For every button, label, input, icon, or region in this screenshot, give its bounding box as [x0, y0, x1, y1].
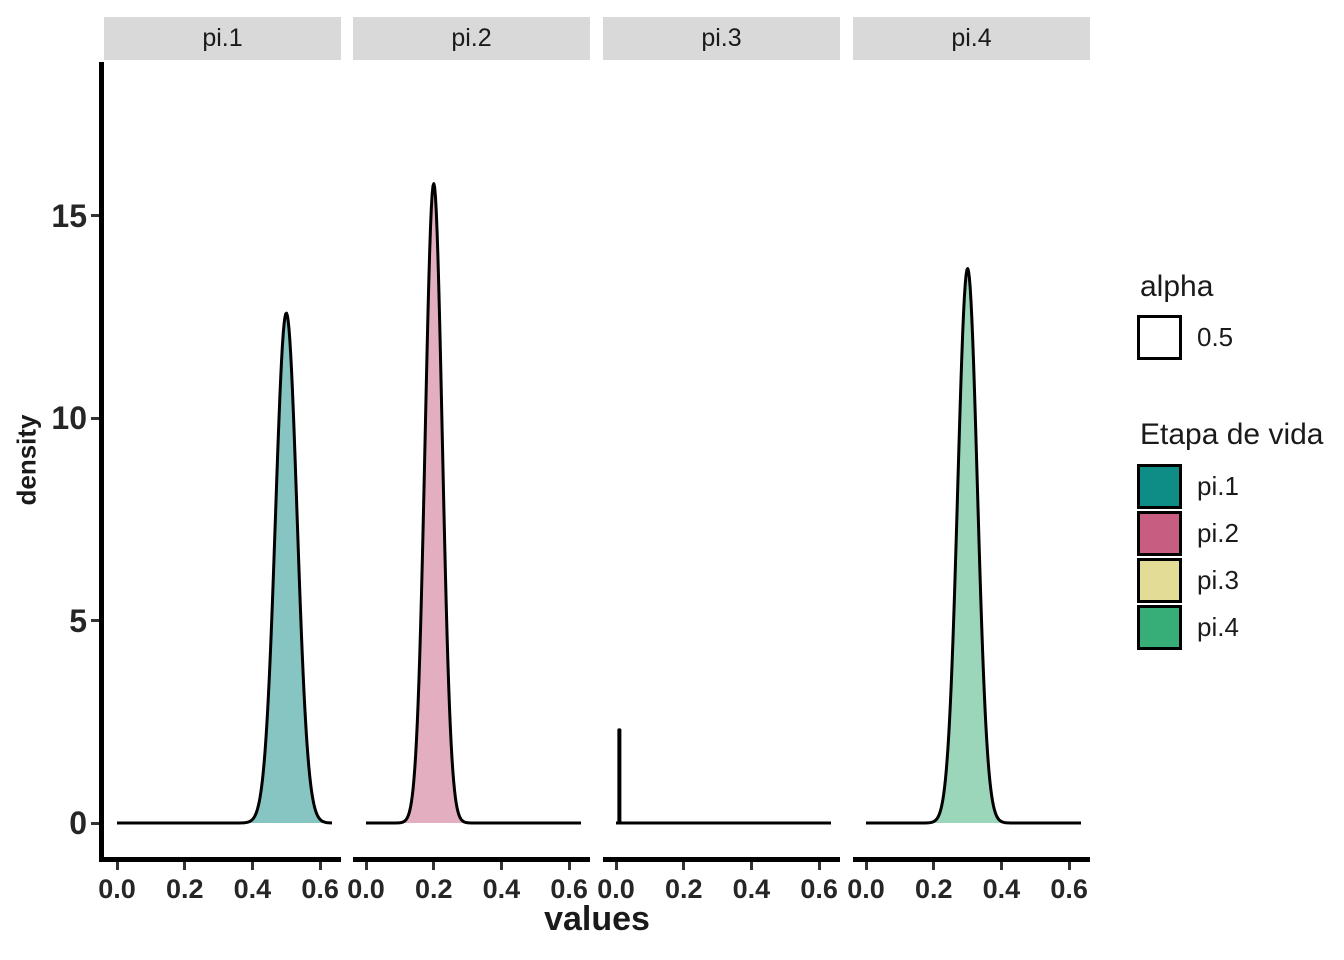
x-tick [499, 862, 503, 870]
x-tick [250, 862, 254, 870]
x-tick [567, 862, 571, 870]
y-tick-label: 0 [69, 805, 87, 841]
y-tick [91, 619, 99, 623]
legend-alpha-title: alpha [1140, 270, 1214, 303]
legend-entry-pi.1: pi.1 [1137, 464, 1239, 509]
legend-entry-label: 0.5 [1197, 322, 1234, 352]
x-tick [817, 862, 821, 870]
x-tick-label: 0.0 [847, 874, 885, 904]
legend-key-swatch [1137, 464, 1182, 509]
x-axis-title: values [544, 900, 650, 938]
y-tick-label: 10 [51, 400, 87, 437]
legend-entry-pi.2: pi.2 [1137, 511, 1239, 556]
x-tick-label: 0.4 [482, 874, 521, 904]
x-tick-label: 0.4 [732, 874, 771, 904]
legend-key-swatch [1137, 315, 1182, 360]
y-tick [91, 821, 99, 825]
x-tick-label: 0.6 [1050, 874, 1088, 904]
x-tick [1067, 862, 1071, 870]
x-tick-label: 0.6 [800, 874, 838, 904]
density-curve-pi.4 [865, 267, 1082, 825]
legend-fill-entries: pi.1 pi.2 pi.3 pi.4 [1137, 464, 1239, 650]
facet-strip-pi.1: pi.1 [104, 17, 341, 60]
x-tick-label: 0.0 [347, 874, 385, 904]
x-tick [318, 862, 322, 870]
density-curve-pi.3 [616, 728, 832, 825]
x-tick-label: 0.2 [165, 874, 204, 904]
x-tick [115, 862, 119, 870]
x-tick-label: 0.6 [301, 874, 339, 904]
legend-entry-0.5: 0.5 [1137, 315, 1233, 360]
x-tick [614, 862, 618, 870]
facet-strip-pi.4: pi.4 [853, 17, 1090, 60]
legend-key-swatch [1137, 605, 1182, 650]
legend-fill-title: Etapa de vida [1140, 418, 1324, 451]
x-axis-line [603, 857, 840, 862]
x-tick [682, 862, 686, 870]
legend-entry-label: pi.2 [1197, 518, 1239, 548]
facet-strip-pi.2: pi.2 [353, 17, 590, 60]
x-tick [432, 862, 436, 870]
x-tick-label: 0.6 [550, 874, 588, 904]
x-tick-label: 0.2 [414, 874, 453, 904]
y-tick [91, 416, 99, 420]
x-tick-label: 0.4 [982, 874, 1021, 904]
x-axis-line [853, 857, 1090, 862]
x-tick-label: 0.0 [98, 874, 136, 904]
legend-key-swatch [1137, 511, 1182, 556]
x-tick-label: 0.0 [597, 874, 635, 904]
legend-entry-pi.3: pi.3 [1137, 558, 1239, 603]
legend-entry-label: pi.1 [1197, 471, 1239, 501]
x-tick [999, 862, 1003, 870]
y-axis-line [99, 62, 104, 862]
facet-strip-label: pi.2 [451, 24, 492, 52]
legend-alpha-entries: 0.5 [1137, 315, 1233, 360]
x-tick [364, 862, 368, 870]
legend-entry-label: pi.3 [1197, 565, 1239, 595]
facet-strip-label: pi.4 [951, 24, 992, 52]
density-curve-pi.1 [116, 311, 333, 825]
x-tick-label: 0.2 [914, 874, 953, 904]
x-tick [932, 862, 936, 870]
legend-key-swatch [1137, 558, 1182, 603]
legend-entry-pi.4: pi.4 [1137, 605, 1239, 650]
facet-strip-label: pi.3 [701, 24, 742, 52]
y-tick-label: 5 [69, 602, 87, 639]
facet-strip-label: pi.1 [202, 24, 243, 52]
x-tick-label: 0.4 [233, 874, 272, 904]
x-axis-line [104, 857, 341, 862]
y-tick [91, 214, 99, 218]
y-tick-label: 15 [51, 197, 87, 234]
legend-entry-label: pi.4 [1197, 612, 1239, 642]
facet-strip-pi.3: pi.3 [603, 17, 840, 60]
x-tick [864, 862, 868, 870]
x-tick [183, 862, 187, 870]
x-axis-line [353, 857, 590, 862]
density-curve-pi.2 [365, 182, 582, 825]
x-tick [749, 862, 753, 870]
x-tick-label: 0.2 [664, 874, 703, 904]
